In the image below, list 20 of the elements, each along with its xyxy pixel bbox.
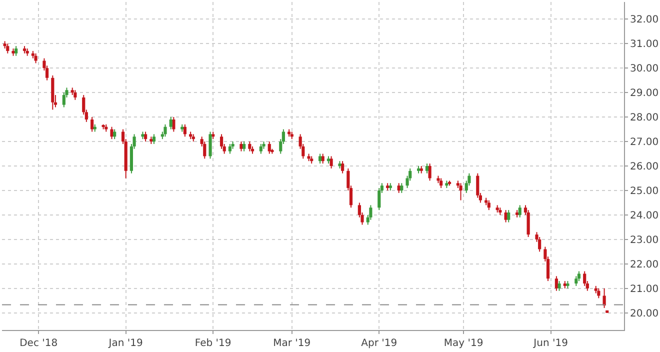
y-tick-label: 23.00 xyxy=(630,234,659,246)
y-tick-label: 32.00 xyxy=(630,14,659,26)
x-tick-label: Jan '19 xyxy=(108,338,143,349)
y-tick-label: 24.00 xyxy=(630,210,659,222)
y-tick-label: 22.00 xyxy=(630,259,659,270)
x-tick-label: Apr '19 xyxy=(361,338,398,349)
y-tick-label: 20.00 xyxy=(630,308,659,320)
y-tick-label: 28.00 xyxy=(630,112,659,124)
y-tick-label: 31.00 xyxy=(630,39,659,50)
y-tick-label: 25.00 xyxy=(630,186,659,197)
x-tick-label: May '19 xyxy=(444,338,484,349)
y-tick-label: 26.00 xyxy=(630,162,659,172)
y-tick-label: 30.00 xyxy=(630,64,659,75)
x-tick-label: Mar '19 xyxy=(273,338,311,349)
y-tick-label: 21.00 xyxy=(630,284,659,295)
x-tick-label: Feb '19 xyxy=(194,338,232,349)
x-tick-label: Dec '18 xyxy=(20,338,58,349)
y-tick-label: 29.00 xyxy=(630,88,659,100)
y-tick-label: 27.00 xyxy=(630,137,659,148)
x-tick-label: Jun '19 xyxy=(532,338,568,349)
